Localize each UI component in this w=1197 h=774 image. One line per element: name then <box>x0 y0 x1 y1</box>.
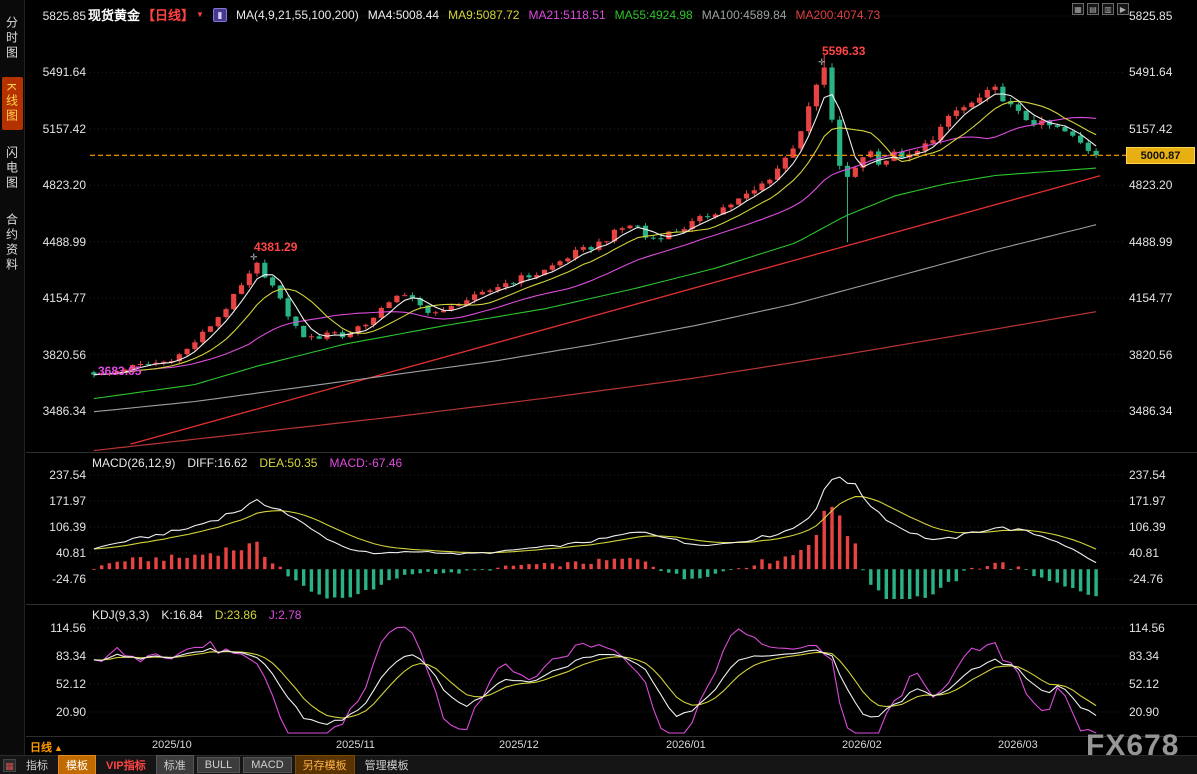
axis-label: 83.34 <box>55 649 86 663</box>
axis-label: 4823.20 <box>1129 178 1173 192</box>
annotation-all-time-high: 5596.33 <box>822 44 866 58</box>
axis-label: 4154.77 <box>1129 291 1173 305</box>
axis-label: 5491.64 <box>1129 65 1173 79</box>
bottom-tab-bar: ▦ 指标 模板 VIP指标 标准 BULL MACD 另存模板 管理模板 <box>0 755 1197 774</box>
layout-columns-icon[interactable]: ▥ <box>1102 3 1114 15</box>
axis-label: 3820.56 <box>42 348 86 362</box>
indicator-list-icon[interactable]: ▦ <box>3 758 16 772</box>
axis-label: 114.56 <box>50 621 86 635</box>
axis-label: -24.76 <box>1129 572 1164 586</box>
macd-diff-value: DIFF:16.62 <box>187 456 248 470</box>
axis-label: 106.39 <box>49 520 86 534</box>
axis-label: 3820.56 <box>1129 348 1173 362</box>
axis-label: 5491.64 <box>42 65 86 79</box>
axis-label: 5157.42 <box>1129 122 1173 136</box>
axis-label: 4823.20 <box>42 178 86 192</box>
axis-label: 20.90 <box>55 705 86 719</box>
ma-value: MA21:5118.51 <box>528 7 606 22</box>
sidebar-item-contract-info[interactable]: 合约资料 <box>4 213 19 274</box>
layout-next-icon[interactable]: ▶ <box>1117 3 1129 15</box>
macd-dea-value: DEA:50.35 <box>259 456 318 470</box>
time-axis-label: 2026/01 <box>666 739 706 751</box>
window-layout-toolbar: ▦ ▤ ▥ ▶ <box>1072 3 1129 15</box>
layout-rows-icon[interactable]: ▤ <box>1087 3 1099 15</box>
ma-value: MA9:5087.72 <box>448 7 520 22</box>
symbol-and-period: 现货黄金 【日线】 ▼ <box>88 5 204 24</box>
axis-label: 40.81 <box>55 546 86 560</box>
tab-save-template[interactable]: 另存模板 <box>294 755 355 774</box>
axis-label: 171.97 <box>49 494 86 508</box>
tab-indicators[interactable]: 指标 <box>26 760 48 772</box>
kdj-indicator-label: KDJ(9,3,3) K:16.84 D:23.86 J:2.78 <box>92 608 301 622</box>
macd-indicator-label: MACD(26,12,9) DIFF:16.62 DEA:50.35 MACD:… <box>92 456 402 470</box>
tab-macd[interactable]: MACD <box>243 757 292 773</box>
period-label: 【日线】 <box>142 8 195 23</box>
left-sidebar: 分时图 K线图 闪电图 合约资料 <box>0 0 25 755</box>
axis-label: 5157.42 <box>42 122 86 136</box>
time-axis-label: 2025/12 <box>499 739 539 751</box>
axis-label: 52.12 <box>1129 677 1160 691</box>
axis-label: 106.39 <box>1129 520 1166 534</box>
axis-label: 5825.85 <box>42 9 86 23</box>
sidebar-item-lightning-chart[interactable]: 闪电图 <box>4 146 19 192</box>
time-axis: 2025/10 2025/11 2025/12 2026/01 2026/02 … <box>0 739 1197 754</box>
axis-label: 4154.77 <box>42 291 86 305</box>
sidebar-item-kline-chart[interactable]: K线图 <box>1 77 23 131</box>
tab-bull[interactable]: BULL <box>196 757 241 773</box>
chart-type-icon[interactable]: ▮ <box>212 7 227 22</box>
macd-hist-value: MACD:-67.46 <box>329 456 403 470</box>
period-up-icon: ▲ <box>54 743 63 753</box>
tab-standard[interactable]: 标准 <box>155 755 194 774</box>
ma-value: MA4:5008.44 <box>367 7 440 22</box>
axis-label: 83.34 <box>1129 649 1160 663</box>
axis-label: -24.76 <box>51 572 86 586</box>
symbol-name: 现货黄金 <box>88 8 141 23</box>
ma-value: MA200:4074.73 <box>795 7 881 22</box>
annotation-swing-low: 3683.65 <box>98 364 142 378</box>
axis-label: 3486.34 <box>1129 404 1173 418</box>
ma-group-label: MA(4,9,21,55,100,200) <box>235 7 359 22</box>
axis-label: 3486.34 <box>42 404 86 418</box>
axis-label: 20.90 <box>1129 705 1160 719</box>
time-axis-label: 2026/03 <box>998 739 1038 751</box>
axis-label: 5825.85 <box>1129 9 1173 23</box>
time-axis-label: 2025/10 <box>152 739 192 751</box>
period-selector[interactable]: 日线 ▲ <box>30 739 63 755</box>
ma-values-readout: MA4:5008.44 MA9:5087.72 MA21:5118.51 MA55:4… <box>368 8 889 22</box>
layout-grid-icon[interactable]: ▦ <box>1072 3 1084 15</box>
last-price-tag: 5000.87 <box>1126 147 1195 164</box>
kdj-j-value: J:2.78 <box>268 608 302 622</box>
axis-label: 237.54 <box>1129 468 1166 482</box>
annotation-swing-high: 4381.29 <box>254 240 298 254</box>
tab-vip-indicators[interactable]: VIP指标 <box>106 760 146 772</box>
tab-manage-template[interactable]: 管理模板 <box>364 760 409 772</box>
kdj-title: KDJ(9,3,3) <box>92 608 150 622</box>
chart-header: 现货黄金 【日线】 ▼ ▮ MA(4,9,21,55,100,200) MA4:50… <box>88 5 889 24</box>
period-selector-label: 日线 <box>30 742 52 754</box>
axis-label: 171.97 <box>1129 494 1166 508</box>
axis-label: 114.56 <box>1129 621 1165 635</box>
sidebar-item-timeshare-chart[interactable]: 分时图 <box>4 16 19 61</box>
time-axis-label: 2026/02 <box>842 739 882 751</box>
ma-value: MA100:4589.84 <box>701 7 787 22</box>
kdj-d-value: D:23.86 <box>214 608 257 622</box>
axis-label: 52.12 <box>55 677 86 691</box>
time-axis-label: 2025/11 <box>336 739 375 751</box>
axis-label: 237.54 <box>49 468 86 482</box>
macd-title: MACD(26,12,9) <box>92 456 176 470</box>
peak-marker-icon: ✛ <box>818 57 826 67</box>
ma-value: MA55:4924.98 <box>614 7 693 22</box>
period-dropdown-icon[interactable]: ▼ <box>196 10 204 19</box>
swing-marker-icon: ✛ <box>250 252 258 262</box>
axis-label: 4488.99 <box>1129 235 1173 249</box>
axis-label: 4488.99 <box>42 235 86 249</box>
axis-label: 40.81 <box>1129 546 1160 560</box>
tab-templates[interactable]: 模板 <box>58 755 96 774</box>
kdj-k-value: K:16.84 <box>161 608 203 622</box>
